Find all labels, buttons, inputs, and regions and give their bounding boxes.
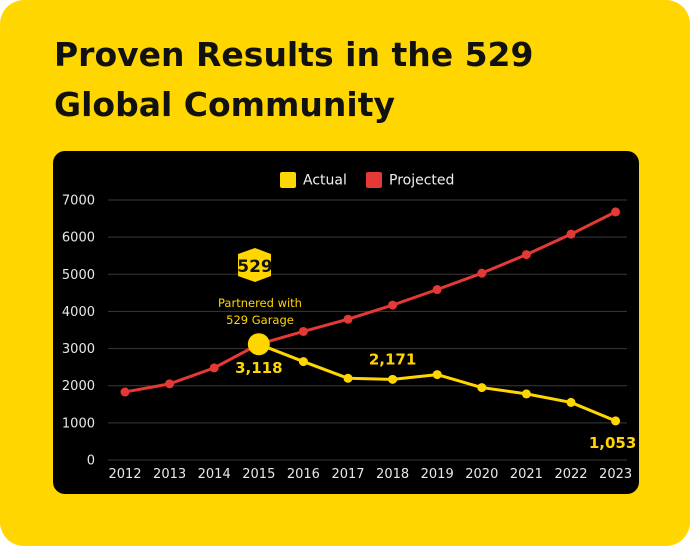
x-tick-label: 2022 <box>554 467 587 482</box>
page-title: Proven Results in the 529 Global Communi… <box>54 30 614 130</box>
chart-panel: 0 1000 2000 3000 4000 5000 6000 7000 2012 2013 20… <box>53 151 639 494</box>
highlight-point-2015 <box>247 333 270 356</box>
annotation-line-2: 529 Garage <box>226 313 294 327</box>
point-actual-2023 <box>611 416 621 426</box>
point-actual-2022 <box>566 397 576 407</box>
point-actual-2018 <box>388 374 398 384</box>
y-axis-ticks: 0 1000 2000 3000 4000 5000 6000 7000 <box>62 194 95 469</box>
x-tick-label: 2019 <box>421 467 454 482</box>
y-tick-label: 7000 <box>62 194 95 209</box>
point-projected-2013 <box>165 379 175 389</box>
x-tick-label: 2012 <box>108 467 141 482</box>
x-tick-label: 2017 <box>331 467 364 482</box>
x-tick-label: 2014 <box>198 467 231 482</box>
annotation-line-1: Partnered with <box>218 296 302 310</box>
y-tick-label: 1000 <box>62 416 95 431</box>
point-actual-2019 <box>432 370 442 380</box>
point-actual-2021 <box>521 389 531 399</box>
point-projected-2020 <box>477 268 487 278</box>
data-label-2015: 3,118 <box>235 359 282 377</box>
series-group <box>120 207 621 426</box>
y-tick-label: 6000 <box>62 231 95 246</box>
point-actual-2017 <box>343 373 353 383</box>
legend-label-projected: Projected <box>389 173 454 189</box>
legend-swatch-actual <box>280 172 296 188</box>
529-logo-badge <box>238 248 271 282</box>
point-projected-2016 <box>298 326 308 336</box>
point-actual-2020 <box>477 383 487 393</box>
y-tick-label: 2000 <box>62 379 95 394</box>
title-line-1: Proven Results in the 529 <box>54 35 534 74</box>
529-logo-text: 529 <box>237 257 273 277</box>
grid-lines <box>108 199 627 461</box>
x-tick-label: 2016 <box>287 467 320 482</box>
point-projected-2012 <box>120 387 130 397</box>
legend-swatch-projected <box>366 172 382 188</box>
series-line-actual <box>258 342 617 423</box>
x-tick-label: 2015 <box>242 467 275 482</box>
x-tick-label: 2021 <box>510 467 543 482</box>
x-tick-label: 2023 <box>599 467 632 482</box>
series-line-projected <box>124 210 617 394</box>
point-projected-2017 <box>343 314 353 324</box>
data-labels: 3,118 2,171 1,053 <box>235 350 636 452</box>
point-projected-2021 <box>521 250 531 260</box>
point-actual-2016 <box>298 357 308 367</box>
data-label-2018: 2,171 <box>369 350 416 368</box>
point-projected-2023 <box>611 207 621 217</box>
point-projected-2018 <box>388 300 398 310</box>
x-tick-label: 2013 <box>153 467 186 482</box>
x-tick-label: 2018 <box>376 467 409 482</box>
legend-label-actual: Actual <box>303 173 347 189</box>
y-tick-label: 4000 <box>62 305 95 320</box>
legend: Actual Projected <box>280 172 454 189</box>
point-projected-2019 <box>432 285 442 295</box>
y-tick-label: 3000 <box>62 342 95 357</box>
point-projected-2022 <box>566 229 576 239</box>
data-label-2023: 1,053 <box>589 434 636 452</box>
x-tick-label: 2020 <box>465 467 498 482</box>
x-axis-ticks: 2012 2013 2014 2015 2016 2017 2018 2019 2020 2021… <box>108 467 632 482</box>
y-tick-label: 0 <box>87 454 95 469</box>
y-tick-label: 5000 <box>62 268 95 283</box>
title-line-2: Global Community <box>54 85 396 124</box>
point-projected-2014 <box>209 363 219 373</box>
partner-annotation: 529 Partnered with 529 Garage <box>218 248 302 327</box>
